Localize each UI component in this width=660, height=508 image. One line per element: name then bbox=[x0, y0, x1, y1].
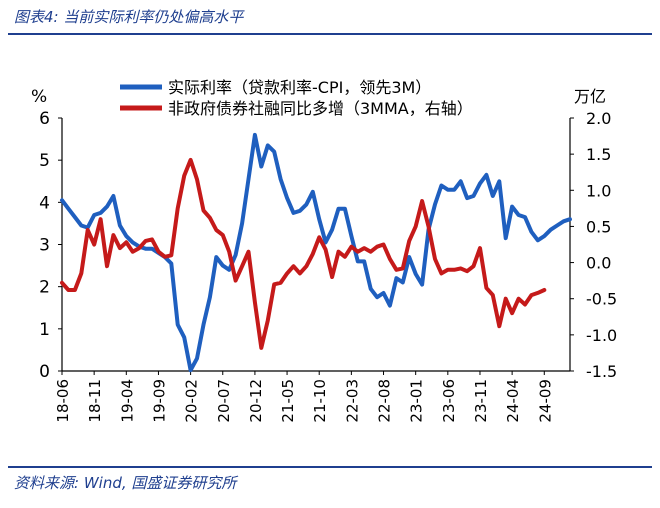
x-tick-label: 18-11 bbox=[86, 379, 104, 423]
legend-label-real-rate: 实际利率（贷款利率-CPI，领先3M） bbox=[168, 78, 431, 97]
left-axis-unit: % bbox=[31, 87, 47, 107]
x-tick-label: 19-04 bbox=[118, 379, 136, 423]
right-tick-label: 2.0 bbox=[586, 109, 611, 128]
x-tick-label: 22-08 bbox=[376, 379, 394, 423]
series-line-tsf bbox=[60, 157, 547, 350]
x-tick-label: 18-06 bbox=[54, 379, 72, 423]
x-tick-label: 20-02 bbox=[183, 379, 201, 423]
left-tick-label: 3 bbox=[39, 236, 50, 256]
right-tick-label: -1.0 bbox=[586, 326, 617, 345]
x-tick-label: 20-07 bbox=[215, 379, 233, 423]
x-tick-label: 23-01 bbox=[408, 379, 426, 423]
x-tick-label: 24-09 bbox=[536, 379, 554, 423]
left-tick-label: 2 bbox=[39, 278, 50, 298]
left-tick-label: 1 bbox=[39, 320, 50, 340]
x-tick-label: 23-06 bbox=[440, 379, 458, 423]
x-tick-label: 20-12 bbox=[247, 379, 265, 423]
right-tick-label: 0.0 bbox=[586, 254, 611, 273]
source-note: 资料来源: Wind, 国盛证券研究所 bbox=[14, 474, 237, 492]
x-tick-label: 22-03 bbox=[343, 379, 361, 423]
left-tick-label: 5 bbox=[39, 151, 50, 171]
x-tick-label: 21-05 bbox=[279, 379, 297, 423]
x-tick-label: 23-11 bbox=[472, 379, 490, 423]
figure-title: 图表4: 当前实际利率仍处偏高水平 bbox=[14, 8, 244, 26]
legend-label-tsf: 非政府债券社融同比多增（3MMA，右轴） bbox=[168, 99, 473, 118]
right-tick-label: 0.5 bbox=[586, 217, 611, 236]
right-tick-label: -0.5 bbox=[586, 290, 617, 309]
x-tick-label: 21-10 bbox=[311, 379, 329, 423]
right-tick-label: -1.5 bbox=[586, 362, 617, 381]
legend: 实际利率（贷款利率-CPI，领先3M） 非政府债券社融同比多增（3MMA，右轴） bbox=[120, 78, 473, 118]
source-rule bbox=[8, 466, 652, 468]
title-rule bbox=[8, 33, 652, 35]
right-tick-label: 1.0 bbox=[586, 181, 611, 200]
right-axis-unit: 万亿 bbox=[574, 87, 606, 106]
series-layer bbox=[60, 132, 572, 373]
right-tick-label: 1.5 bbox=[586, 145, 611, 164]
left-tick-label: 0 bbox=[39, 362, 50, 382]
x-tick-label: 24-04 bbox=[504, 379, 522, 423]
left-tick-label: 6 bbox=[39, 109, 50, 129]
series-line-real-rate bbox=[60, 132, 572, 373]
x-tick-label: 19-09 bbox=[150, 379, 168, 423]
left-tick-label: 4 bbox=[39, 193, 50, 213]
ticks: 0 1 2 3 4 5 6 -1.5 -1.0 -0.5 0.0 0.5 1.0 1.5 2.0 18-06 1… bbox=[39, 109, 617, 423]
